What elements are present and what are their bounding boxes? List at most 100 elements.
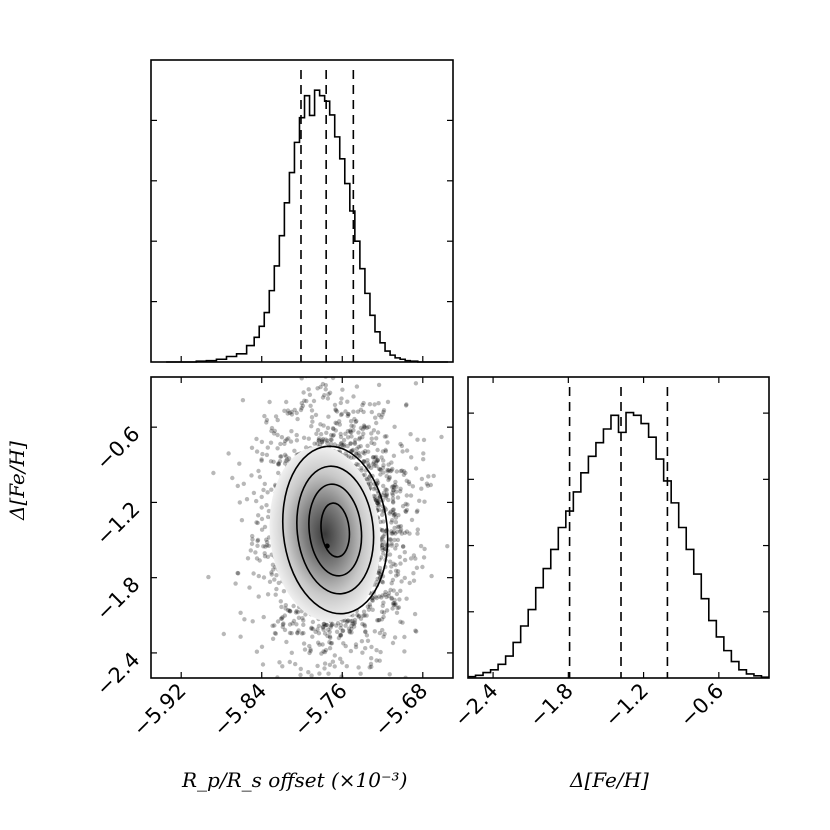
marginal-feh-histogram bbox=[468, 411, 769, 678]
scatter-point bbox=[343, 623, 348, 628]
scatter-point bbox=[364, 476, 369, 481]
scatter-point bbox=[357, 435, 363, 440]
scatter-point bbox=[397, 554, 402, 560]
scatter-point bbox=[373, 415, 378, 420]
scatter-point bbox=[413, 628, 418, 633]
scatter-point bbox=[366, 607, 372, 612]
scatter-point bbox=[391, 510, 396, 515]
scatter-point bbox=[416, 370, 420, 374]
scatter-point bbox=[330, 621, 335, 627]
scatter-point bbox=[264, 503, 269, 508]
scatter-point bbox=[404, 507, 410, 513]
scatter-point bbox=[373, 594, 378, 599]
scatter-point bbox=[400, 620, 405, 625]
scatter-point bbox=[385, 440, 390, 445]
scatter-point bbox=[313, 629, 318, 634]
scatter-point bbox=[231, 688, 235, 692]
scatter-point bbox=[401, 469, 407, 474]
scatter-point bbox=[393, 562, 398, 568]
scatter-point bbox=[390, 466, 395, 472]
scatter-point bbox=[385, 399, 391, 405]
scatter-point bbox=[398, 486, 403, 491]
scatter-point bbox=[308, 403, 313, 408]
scatter-point bbox=[318, 343, 322, 347]
scatter-point bbox=[256, 513, 261, 518]
scatter-point bbox=[404, 529, 410, 534]
scatter-point bbox=[391, 561, 396, 566]
scatter-point bbox=[226, 451, 231, 456]
scatter-point bbox=[238, 610, 243, 615]
scatter-point bbox=[382, 531, 387, 537]
x-axis-label-right: Δ[Fe/H] bbox=[570, 768, 649, 792]
scatter-point bbox=[289, 409, 294, 415]
scatter-point bbox=[278, 335, 282, 339]
scatter-point bbox=[399, 531, 404, 536]
marginal-rp-quantiles bbox=[300, 70, 355, 362]
scatter-point bbox=[357, 454, 363, 459]
scatter-point bbox=[351, 624, 357, 629]
marginal-feh-quantiles bbox=[568, 387, 669, 678]
scatter-point bbox=[370, 597, 375, 603]
scatter-point bbox=[282, 452, 288, 457]
scatter-point bbox=[352, 441, 358, 446]
scatter-point bbox=[333, 428, 338, 433]
scatter-point bbox=[272, 577, 277, 582]
scatter-point bbox=[377, 658, 382, 663]
scatter-point bbox=[256, 573, 261, 579]
scatter-point bbox=[255, 538, 260, 544]
scatter-point bbox=[286, 456, 292, 461]
scatter-point bbox=[390, 507, 396, 513]
scatter-point bbox=[318, 384, 323, 390]
scatter-point bbox=[362, 451, 367, 456]
density-core-fill bbox=[269, 446, 381, 622]
scatter-point bbox=[409, 455, 414, 460]
scatter-point bbox=[403, 403, 409, 408]
scatter-point bbox=[398, 588, 403, 593]
scatter-point bbox=[365, 461, 371, 466]
scatter-point bbox=[362, 472, 367, 477]
scatter-point bbox=[264, 420, 269, 425]
scatter-point bbox=[380, 412, 385, 417]
scatter-point bbox=[394, 484, 399, 489]
scatter-point bbox=[391, 601, 397, 606]
scatter-point bbox=[287, 761, 291, 765]
scatter-point bbox=[327, 634, 333, 639]
scatter-point bbox=[327, 390, 333, 395]
scatter-point bbox=[393, 479, 398, 485]
scatter-point bbox=[299, 405, 304, 411]
scatter-point bbox=[390, 492, 396, 498]
scatter-point bbox=[248, 548, 253, 553]
scatter-point bbox=[361, 613, 366, 618]
scatter-point bbox=[361, 431, 366, 436]
scatter-point bbox=[269, 428, 274, 434]
scatter-point bbox=[235, 483, 240, 489]
scatter-point bbox=[322, 621, 327, 627]
scatter-point bbox=[275, 417, 280, 423]
scatter-point bbox=[368, 478, 373, 483]
scatter-point bbox=[381, 610, 387, 615]
scatter-point bbox=[352, 621, 357, 626]
scatter-point bbox=[259, 439, 265, 445]
scatter-point bbox=[276, 461, 281, 466]
scatter-point bbox=[319, 651, 324, 656]
scatter-point bbox=[309, 408, 315, 413]
scatter-point bbox=[384, 493, 389, 498]
scatter-point bbox=[353, 644, 359, 650]
scatter-point bbox=[299, 631, 305, 636]
scatter-point bbox=[275, 446, 280, 451]
scatter-point bbox=[295, 610, 300, 615]
scatter-point bbox=[366, 463, 372, 468]
scatter-point bbox=[325, 396, 331, 401]
scatter-point bbox=[345, 413, 350, 419]
scatter-point bbox=[264, 537, 269, 542]
scatter-point bbox=[265, 490, 270, 495]
scatter-point bbox=[362, 624, 368, 629]
scatter-point bbox=[382, 592, 388, 597]
scatter-point bbox=[347, 630, 352, 635]
scatter-point bbox=[344, 619, 349, 625]
scatter-point bbox=[307, 392, 313, 397]
scatter-point bbox=[358, 616, 364, 621]
scatter-point bbox=[361, 609, 367, 614]
scatter-point bbox=[389, 484, 395, 490]
scatter-point bbox=[298, 672, 303, 678]
